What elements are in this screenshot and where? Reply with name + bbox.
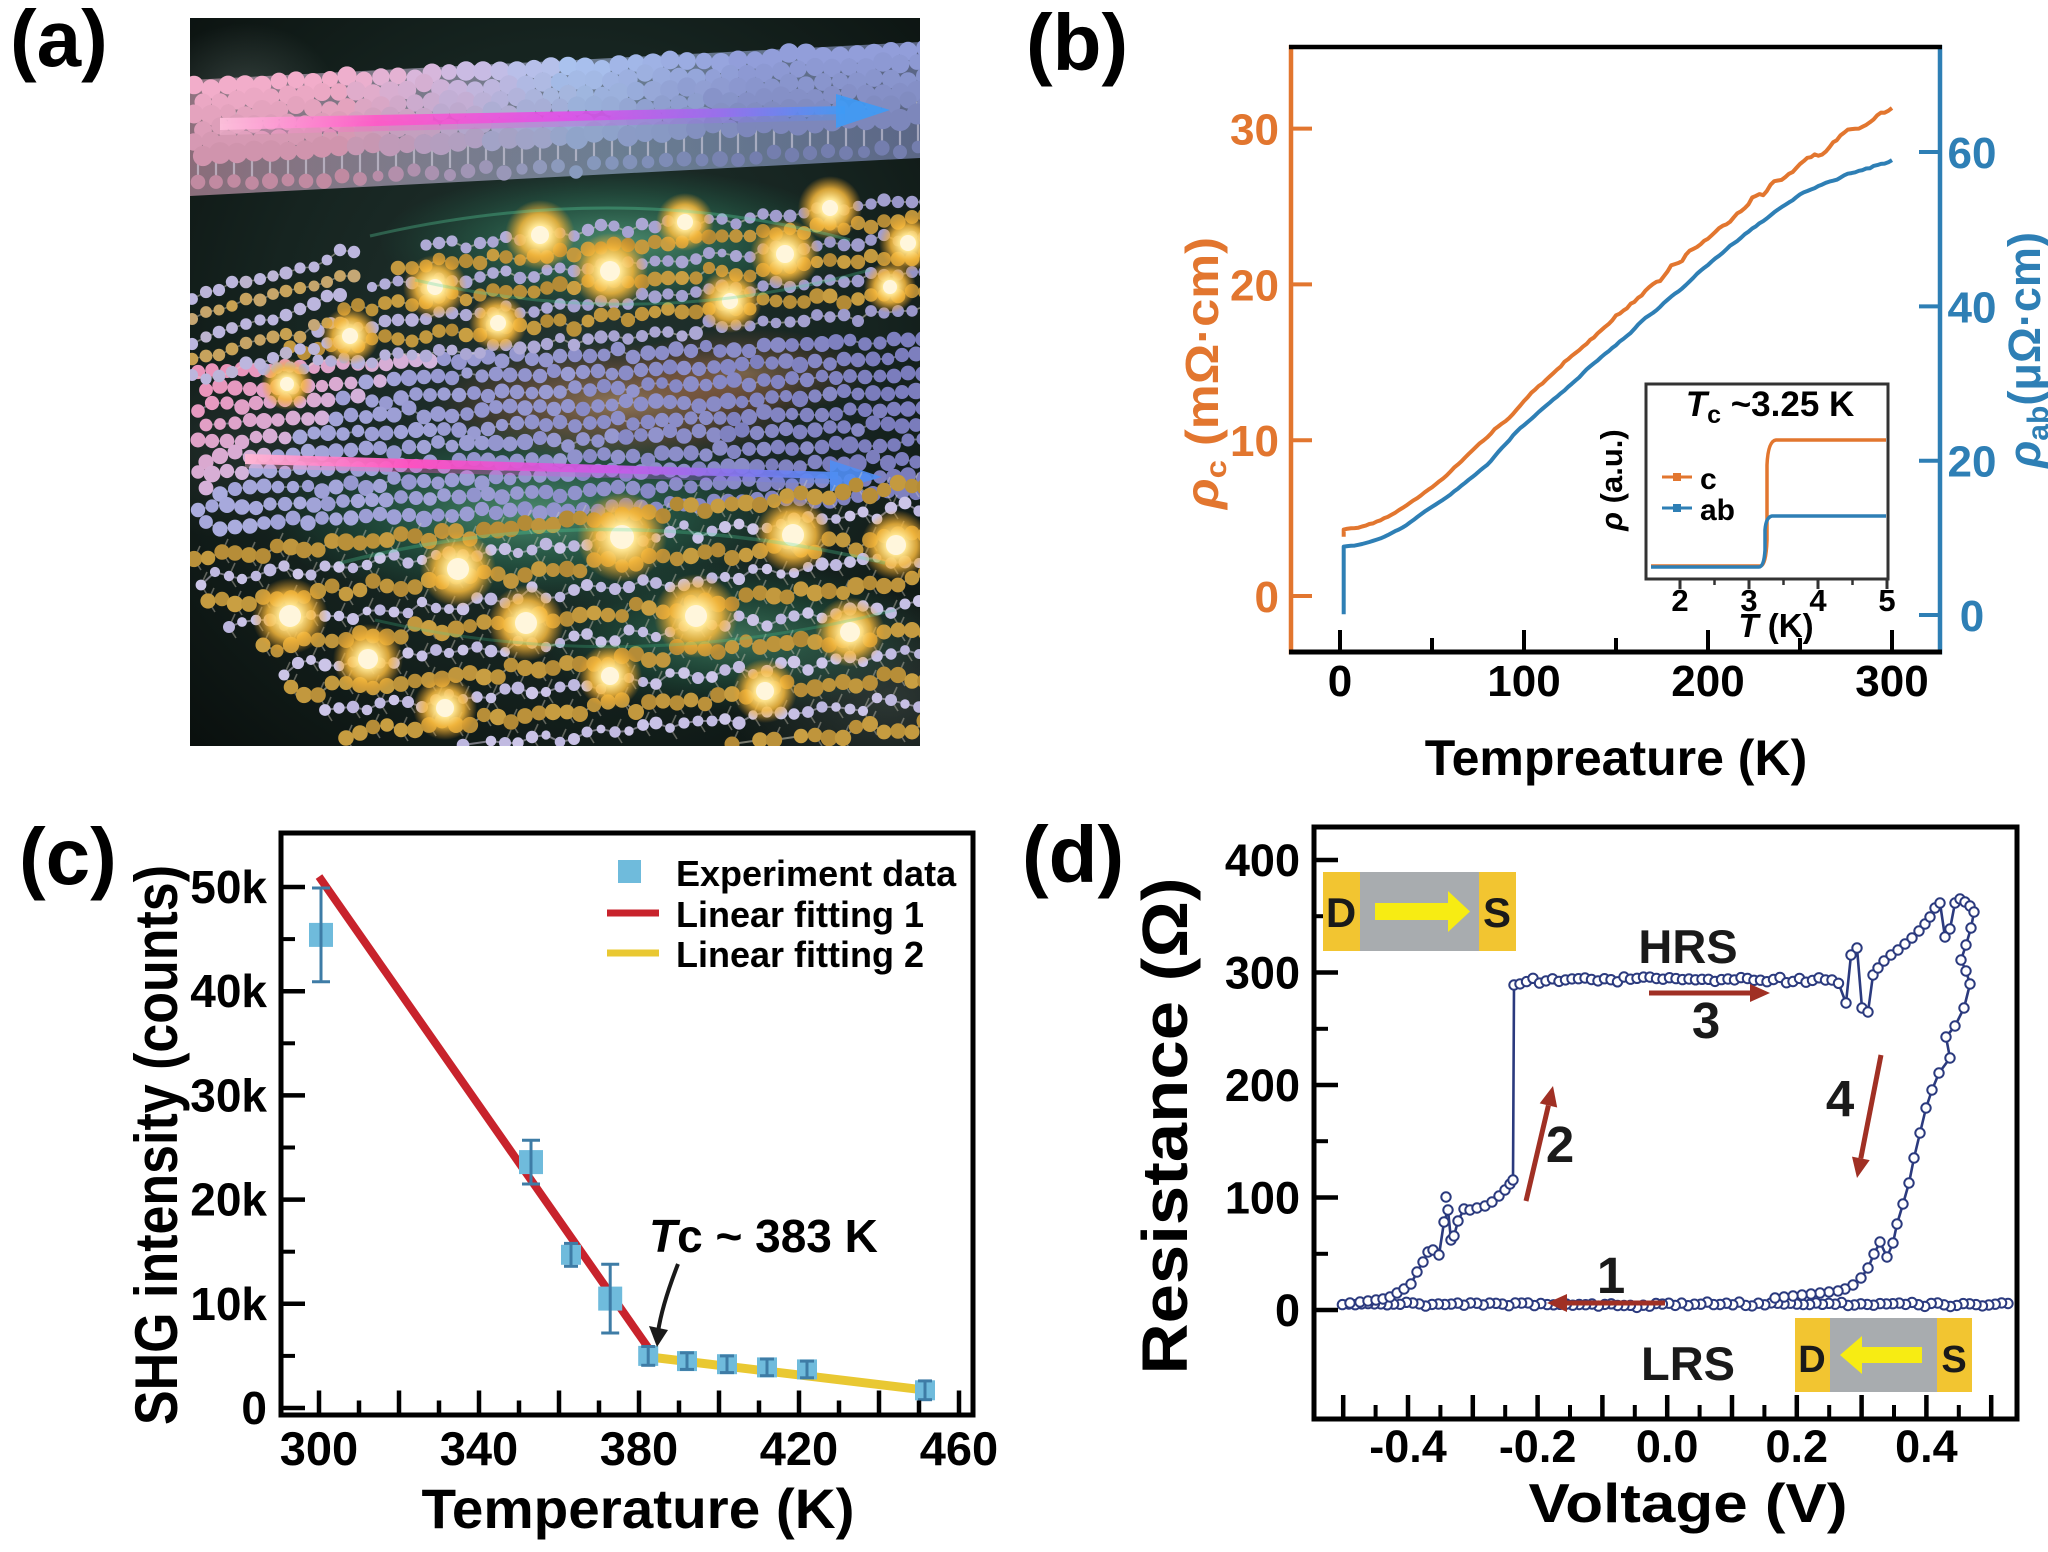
svg-text:(b): (b) (1026, 0, 1128, 87)
svg-text:-0.2: -0.2 (1499, 1421, 1577, 1472)
svg-text:100: 100 (1225, 1173, 1300, 1224)
svg-text:S: S (1483, 889, 1511, 936)
svg-text:60: 60 (1948, 129, 1997, 178)
svg-text:-0.4: -0.4 (1369, 1421, 1447, 1472)
svg-text:(d): (d) (1022, 810, 1124, 899)
svg-text:Voltage (V): Voltage (V) (1529, 1472, 1848, 1534)
svg-text:100: 100 (1487, 657, 1560, 706)
svg-text:20: 20 (1230, 261, 1279, 310)
svg-text:ρc (mΩ·cm): ρc (mΩ·cm) (1176, 237, 1233, 511)
svg-text:2: 2 (1546, 1116, 1574, 1173)
svg-text:S: S (1941, 1339, 1966, 1381)
svg-text:ρab(μΩ·cm): ρab(μΩ·cm) (1999, 232, 2048, 470)
svg-text:Tc ~ 383 K: Tc ~ 383 K (649, 1210, 878, 1262)
svg-text:10k: 10k (190, 1278, 267, 1330)
svg-text:Linear fitting 2: Linear fitting 2 (676, 934, 924, 975)
svg-text:ρ (a.u.): ρ (a.u.) (1594, 429, 1629, 531)
svg-text:460: 460 (920, 1422, 998, 1475)
svg-text:300: 300 (1855, 657, 1928, 706)
svg-text:20: 20 (1948, 438, 1997, 487)
svg-text:40k: 40k (190, 965, 267, 1017)
svg-text:0: 0 (1960, 592, 1984, 641)
svg-text:420: 420 (760, 1422, 838, 1475)
svg-text:3: 3 (1740, 583, 1757, 618)
svg-text:0.2: 0.2 (1766, 1421, 1829, 1472)
svg-text:40: 40 (1948, 283, 1997, 332)
svg-text:340: 340 (440, 1422, 518, 1475)
svg-text:0: 0 (1328, 657, 1352, 706)
svg-text:200: 200 (1225, 1060, 1300, 1111)
svg-text:SHG intensity (counts): SHG intensity (counts) (123, 865, 190, 1425)
svg-text:Resistance (Ω): Resistance (Ω) (1129, 878, 1201, 1375)
svg-text:1: 1 (1597, 1247, 1625, 1304)
svg-text:(a): (a) (10, 0, 108, 83)
svg-text:D: D (1798, 1339, 1825, 1381)
svg-text:D: D (1326, 889, 1356, 936)
svg-text:0: 0 (241, 1382, 267, 1434)
svg-text:c: c (1700, 463, 1717, 496)
svg-text:HRS: HRS (1638, 920, 1737, 973)
svg-text:50k: 50k (190, 861, 267, 913)
svg-text:Temperature (K): Temperature (K) (422, 1477, 855, 1540)
svg-text:300: 300 (1225, 948, 1300, 999)
svg-text:Linear fitting 1: Linear fitting 1 (676, 894, 924, 935)
svg-text:Experiment data: Experiment data (676, 853, 957, 894)
svg-text:10: 10 (1230, 417, 1279, 466)
svg-text:30k: 30k (190, 1069, 267, 1121)
svg-text:0: 0 (1275, 1285, 1300, 1336)
svg-text:400: 400 (1225, 835, 1300, 886)
svg-text:0.0: 0.0 (1636, 1421, 1699, 1472)
svg-text:Tempreature (K): Tempreature (K) (1425, 730, 1807, 786)
svg-text:4: 4 (1809, 583, 1827, 618)
svg-text:380: 380 (600, 1422, 678, 1475)
svg-text:2: 2 (1671, 583, 1688, 618)
svg-text:T (K): T (K) (1738, 607, 1813, 644)
svg-text:300: 300 (280, 1422, 358, 1475)
svg-text:30: 30 (1230, 106, 1279, 155)
svg-text:200: 200 (1671, 657, 1744, 706)
svg-text:4: 4 (1826, 1070, 1855, 1127)
svg-text:0.4: 0.4 (1895, 1421, 1958, 1472)
svg-text:20k: 20k (190, 1174, 267, 1226)
svg-text:0: 0 (1255, 573, 1279, 622)
svg-text:3: 3 (1692, 992, 1720, 1049)
svg-text:(c): (c) (19, 812, 117, 901)
svg-text:5: 5 (1878, 583, 1895, 618)
svg-text:Tc ~3.25 K: Tc ~3.25 K (1686, 385, 1855, 429)
svg-text:LRS: LRS (1641, 1337, 1735, 1390)
svg-text:ab: ab (1700, 494, 1735, 527)
